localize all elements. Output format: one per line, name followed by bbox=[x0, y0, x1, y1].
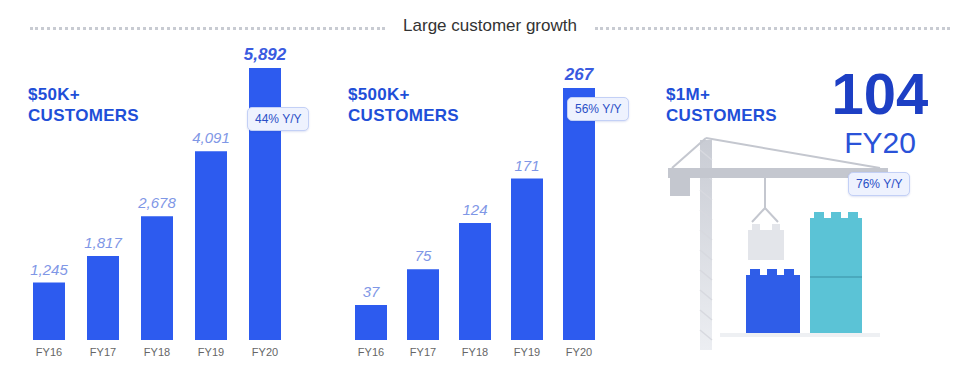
svg-text:37: 37 bbox=[363, 283, 380, 300]
html-text:56% Y/Y: 56% Y/Y bbox=[575, 102, 622, 116]
html-text:$50K+ CUSTOMERS: $50K+ CUSTOMERS bbox=[28, 85, 139, 125]
svg-text:2,678: 2,678 bbox=[137, 194, 176, 211]
svg-text:FY17: FY17 bbox=[90, 346, 116, 358]
svg-text:1,245: 1,245 bbox=[30, 261, 68, 278]
svg-text:267: 267 bbox=[564, 65, 595, 84]
html-text:76% Y/Y: 76% Y/Y bbox=[856, 177, 903, 191]
svg-text:FY19: FY19 bbox=[198, 346, 224, 358]
svg-text:FY17: FY17 bbox=[410, 346, 436, 358]
svg-text:171: 171 bbox=[514, 157, 539, 174]
svg-text:FY18: FY18 bbox=[144, 346, 170, 358]
html-text:44% Y/Y: 44% Y/Y bbox=[255, 112, 302, 126]
svg-text:FY20: FY20 bbox=[252, 346, 278, 358]
html-text:Large customer growth: Large customer growth bbox=[403, 16, 577, 35]
svg-text:FY16: FY16 bbox=[358, 346, 384, 358]
svg-text:FY18: FY18 bbox=[462, 346, 488, 358]
html-text:104: 104 bbox=[831, 61, 929, 126]
svg-text:FY16: FY16 bbox=[36, 346, 62, 358]
svg-text:75: 75 bbox=[415, 247, 432, 264]
svg-text:1,817: 1,817 bbox=[84, 234, 122, 251]
html-text:$1M+ CUSTOMERS: $1M+ CUSTOMERS bbox=[666, 85, 777, 125]
svg-text:4,091: 4,091 bbox=[192, 129, 230, 146]
html-text:FY20: FY20 bbox=[844, 126, 916, 159]
svg-text:124: 124 bbox=[462, 201, 487, 218]
svg-text:FY20: FY20 bbox=[566, 346, 592, 358]
svg-text:FY19: FY19 bbox=[514, 346, 540, 358]
html-text:$500K+ CUSTOMERS: $500K+ CUSTOMERS bbox=[348, 85, 459, 125]
svg-text:5,892: 5,892 bbox=[244, 45, 287, 64]
